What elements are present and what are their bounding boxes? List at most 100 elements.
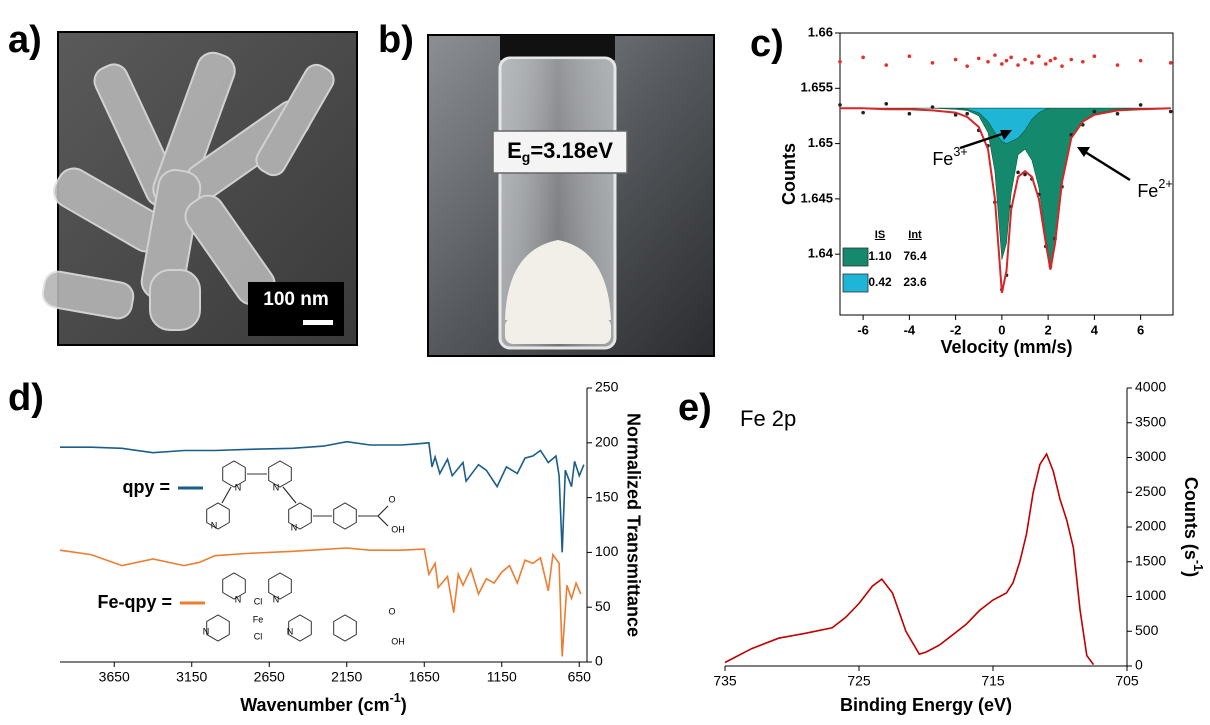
peak-annotation: Fe2+	[1137, 177, 1172, 200]
legend-label: qpy =	[122, 477, 170, 497]
data-point	[931, 105, 935, 109]
atom-label: N	[291, 522, 298, 532]
data-point	[861, 56, 865, 60]
y-tick-label: 150	[595, 488, 619, 504]
data-point	[1023, 58, 1027, 62]
x-tick-label: 2150	[331, 669, 362, 685]
data-point	[1081, 60, 1085, 64]
y-axis-label: Counts (s-1)	[1181, 477, 1204, 577]
x-axis-label: Wavenumber (cm-1)	[240, 691, 407, 714]
data-point	[1044, 62, 1048, 66]
y-tick-label: 1000	[1135, 587, 1166, 603]
x-tick-label: 2	[1045, 322, 1052, 337]
data-point	[965, 64, 969, 68]
atom-label: OH	[391, 524, 405, 534]
peak-annotation: Fe3+	[932, 145, 967, 168]
atom-label: N	[235, 594, 242, 604]
table-header: IS	[875, 229, 885, 241]
atom-label: O	[388, 494, 395, 504]
y-tick-label: 2500	[1135, 483, 1166, 499]
y-axis-label-tail: )	[1181, 571, 1201, 577]
data-point	[1060, 64, 1064, 68]
data-point	[1049, 59, 1053, 63]
y-tick-label: 500	[1135, 622, 1159, 638]
data-point	[1169, 110, 1173, 114]
ring	[334, 615, 357, 641]
peak-annotation-main: Fe	[1137, 181, 1158, 201]
sem-image: 100 nm	[41, 32, 357, 345]
x-axis-label: Velocity (mm/s)	[940, 337, 1072, 357]
x-tick-label: 4	[1091, 322, 1099, 337]
band-gap-symbol: E	[507, 138, 522, 163]
y-tick-label: 1.655	[800, 80, 833, 95]
y-tick-label: 3500	[1135, 413, 1166, 429]
scale-bar-label: 100 nm	[263, 289, 328, 310]
y-tick-label: 50	[595, 598, 611, 614]
y-tick-label: 1.65	[808, 135, 833, 150]
x-tick-label: -6	[857, 322, 869, 337]
data-point	[1139, 103, 1143, 107]
data-point	[1037, 54, 1041, 58]
data-point	[977, 57, 981, 61]
atom-label: N	[273, 594, 280, 604]
data-point	[1000, 62, 1004, 66]
atom-label: Cl	[254, 596, 263, 606]
y-axis-label-sup: -1	[1191, 560, 1205, 571]
x-tick-label: -4	[904, 322, 916, 337]
legend-label: Fe-qpy =	[97, 592, 172, 612]
x-axis-label-main: Wavenumber (cm	[240, 695, 389, 715]
spectrum-line	[60, 442, 584, 553]
data-point	[884, 102, 888, 106]
spectrum-annotation: Fe 2p	[740, 406, 796, 431]
panel-label: c)	[750, 23, 784, 65]
atom-label: OH	[391, 636, 405, 646]
x-axis-label-sup: -1	[390, 691, 401, 705]
data-point	[931, 61, 935, 65]
y-tick-label: 100	[595, 543, 619, 559]
x-axis-label-tail: )	[401, 695, 407, 715]
data-point	[1053, 57, 1057, 61]
x-tick-label: 1150	[487, 669, 517, 685]
data-point	[965, 112, 969, 116]
bond	[222, 474, 388, 526]
x-tick-label: 725	[847, 673, 871, 689]
data-point	[1005, 59, 1009, 63]
y-axis-label: Counts	[779, 143, 799, 205]
data-point	[861, 111, 865, 115]
legend-swatch	[843, 248, 868, 266]
y-tick-label: 0	[595, 653, 603, 669]
panel-label: a)	[8, 19, 42, 61]
panel-label: e)	[678, 387, 712, 429]
data-point	[993, 53, 997, 57]
data-point	[1030, 61, 1034, 65]
data-point	[986, 60, 990, 64]
y-tick-label: 250	[595, 379, 619, 395]
data-point	[838, 103, 842, 107]
table-cell: 76.4	[903, 249, 927, 263]
y-tick-label: 1.66	[808, 24, 833, 39]
y-tick-label: 200	[595, 434, 619, 450]
annotation-arrow	[1082, 150, 1130, 180]
y-tick-label: 1.64	[808, 246, 834, 261]
data-point	[1116, 63, 1120, 67]
x-axis-label: Binding Energy (eV)	[840, 695, 1012, 715]
x-tick-label: 650	[568, 669, 592, 685]
x-tick-label: 735	[713, 673, 737, 689]
peak-annotation-main: Fe	[932, 149, 953, 169]
arrowhead	[1077, 147, 1090, 157]
x-tick-label: 715	[981, 673, 1005, 689]
atom-label: N	[287, 626, 294, 636]
table-cell: 0.42	[868, 275, 892, 289]
data-point	[1116, 112, 1120, 116]
data-point	[1093, 54, 1097, 58]
table-cell: 1.10	[868, 249, 892, 263]
data-point	[1139, 59, 1143, 63]
data-point	[1069, 58, 1073, 62]
panel-label: d)	[8, 377, 44, 419]
x-tick-label: 3150	[176, 669, 207, 685]
data-point	[908, 112, 912, 116]
atom-label: N	[273, 482, 280, 492]
data-point	[954, 58, 958, 62]
data-point	[884, 63, 888, 67]
x-tick-label: 3650	[99, 669, 130, 685]
